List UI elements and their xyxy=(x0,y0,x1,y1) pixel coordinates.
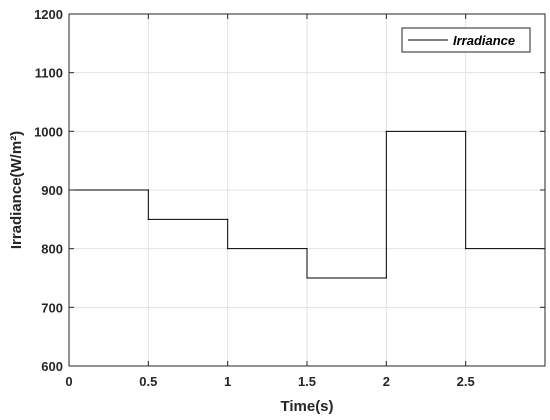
y-tick-label: 1200 xyxy=(34,7,63,22)
y-tick-label: 1100 xyxy=(35,66,63,81)
y-tick-label: 700 xyxy=(41,300,63,315)
y-tick-label: 1000 xyxy=(34,124,63,139)
data-point xyxy=(227,218,229,220)
series-line-irradiance xyxy=(69,130,545,279)
data-point xyxy=(385,277,387,279)
data-point xyxy=(465,130,467,132)
data-point xyxy=(385,130,387,132)
x-axis-label: Time(s) xyxy=(280,398,333,415)
y-tick-label: 600 xyxy=(41,359,63,374)
x-tick-label: 2.5 xyxy=(457,374,475,389)
data-point xyxy=(306,248,308,250)
y-axis-label: Irradiance(W/m²) xyxy=(8,131,25,249)
data-point xyxy=(465,248,467,250)
data-point xyxy=(306,277,308,279)
data-point xyxy=(147,218,149,220)
series-layer xyxy=(68,130,546,279)
x-tick-label: 1.5 xyxy=(298,374,316,389)
ticks xyxy=(68,13,545,367)
data-point xyxy=(227,248,229,250)
data-point xyxy=(147,189,149,191)
legend-label-irradiance: Irradiance xyxy=(453,33,515,48)
y-tick-label: 800 xyxy=(41,242,63,257)
legend: Irradiance xyxy=(401,27,531,53)
tick-labels: 0 0.5 1 1.5 2 2.5 600 700 800 900 1000 1100 1200 xyxy=(34,7,475,389)
x-tick-label: 0 xyxy=(65,374,72,389)
y-tick-label: 900 xyxy=(41,183,63,198)
x-tick-label: 2 xyxy=(383,374,390,389)
x-tick-label: 0.5 xyxy=(139,374,157,389)
x-tick-label: 1 xyxy=(224,374,231,389)
